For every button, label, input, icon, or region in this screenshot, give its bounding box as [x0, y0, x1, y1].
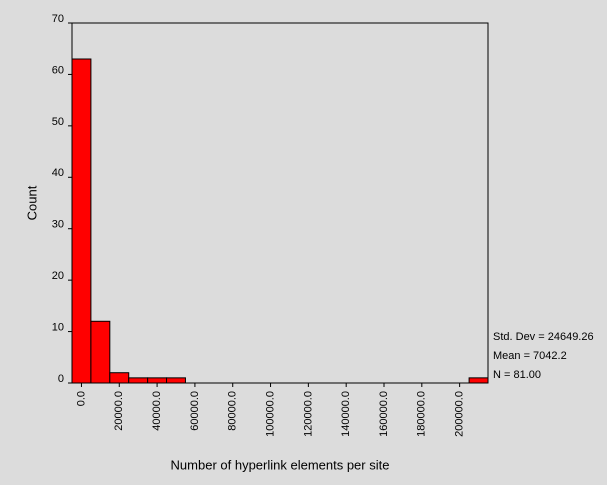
- bar: [128, 377, 149, 384]
- y-tick-label: 60: [52, 64, 64, 76]
- y-axis-label: Count: [24, 185, 39, 220]
- bar: [90, 320, 111, 384]
- x-tick-label: 20000.0: [113, 391, 125, 431]
- y-tick-label: 0: [58, 373, 64, 385]
- bar: [71, 58, 92, 384]
- x-tick-label: 180000.0: [416, 391, 428, 437]
- x-tick-label: 120000.0: [302, 391, 314, 437]
- y-tick-label: 10: [52, 321, 64, 333]
- stat-annotation: Mean = 7042.2: [493, 350, 567, 362]
- x-axis-label: Number of hyperlink elements per site: [171, 457, 390, 472]
- x-tick-label: 80000.0: [227, 391, 239, 431]
- y-tick-label: 20: [52, 270, 64, 282]
- x-tick-label: 0.0: [75, 391, 87, 406]
- x-tick-label: 100000.0: [264, 391, 276, 437]
- x-tick-label: 60000.0: [189, 391, 201, 431]
- x-tick-label: 160000.0: [378, 391, 390, 437]
- y-tick-label: 70: [52, 13, 64, 25]
- y-tick-label: 50: [52, 116, 64, 128]
- x-tick-label: 40000.0: [151, 391, 163, 431]
- bar: [109, 372, 130, 384]
- stat-annotation: Std. Dev = 24649.26: [493, 331, 594, 343]
- y-tick-label: 30: [52, 219, 64, 231]
- y-tick-label: 40: [52, 167, 64, 179]
- bar: [147, 377, 168, 384]
- bar: [468, 377, 489, 384]
- x-tick-label: 140000.0: [340, 391, 352, 437]
- x-tick-label: 200000.0: [454, 391, 466, 437]
- bar: [166, 377, 186, 384]
- stat-annotation: N = 81.00: [493, 369, 541, 381]
